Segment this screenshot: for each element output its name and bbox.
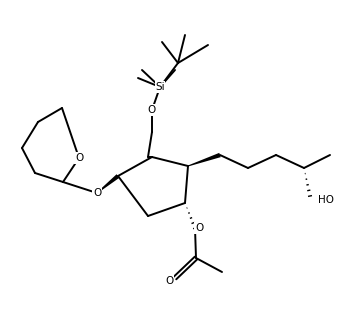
Polygon shape	[97, 174, 119, 193]
Text: O: O	[148, 105, 156, 115]
Text: O: O	[93, 188, 101, 198]
Polygon shape	[188, 153, 221, 167]
Text: O: O	[165, 276, 173, 286]
Text: O: O	[75, 153, 83, 163]
Text: HO: HO	[318, 195, 334, 205]
Text: Si: Si	[155, 82, 165, 92]
Text: O: O	[195, 223, 203, 233]
